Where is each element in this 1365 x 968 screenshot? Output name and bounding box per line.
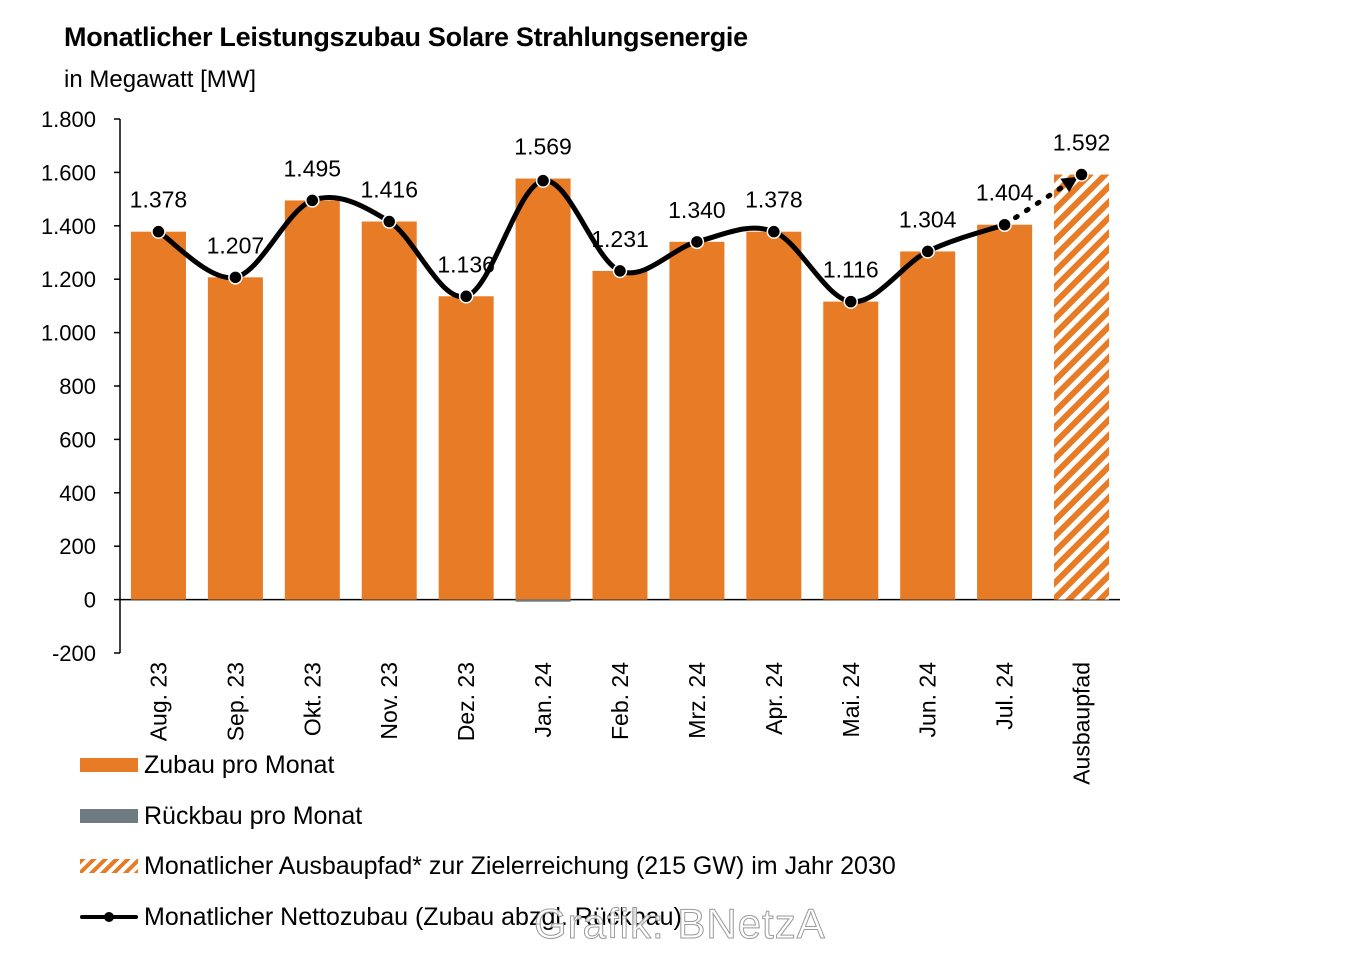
x-tick-label: Dez. 23 <box>453 662 479 741</box>
y-tick-label: 1.600 <box>41 160 96 185</box>
legend-swatch-ausbaupfad <box>80 859 138 873</box>
line-point <box>228 270 243 285</box>
data-label: 1.136 <box>437 251 495 277</box>
data-label: 1.569 <box>514 134 572 160</box>
bar-ausbaupfad <box>1054 174 1110 600</box>
x-tick-label: Okt. 23 <box>299 662 325 736</box>
data-label: 1.207 <box>207 232 265 258</box>
bar-zubau <box>284 200 340 600</box>
y-tick-label: 1.000 <box>41 321 96 346</box>
line-point <box>151 224 166 239</box>
data-label: 1.592 <box>1053 130 1111 156</box>
line-point <box>843 294 859 309</box>
bar-zubau <box>130 231 186 600</box>
bar-zubau <box>900 251 956 600</box>
bar-zubau <box>361 221 417 600</box>
legend-swatch-rueckbau <box>80 809 138 823</box>
line-point <box>689 234 705 250</box>
x-tick-label: Jan. 24 <box>530 662 556 738</box>
y-tick-label: -200 <box>52 641 96 666</box>
x-tick-label: Aug. 23 <box>145 662 171 741</box>
data-label: 1.116 <box>823 257 879 283</box>
y-tick-label: 1.200 <box>41 267 96 292</box>
bar-zubau <box>669 241 725 600</box>
data-label: 1.416 <box>360 177 418 203</box>
legend-swatch-zubau <box>80 758 138 772</box>
line-point <box>766 224 782 239</box>
bar-zubau <box>438 296 494 600</box>
line-point <box>1074 167 1089 182</box>
x-tick-label: Ausbaupfad <box>1069 662 1095 785</box>
y-tick-label: 200 <box>59 534 96 559</box>
x-tick-label: Mrz. 24 <box>684 662 710 739</box>
bar-zubau <box>746 231 802 600</box>
y-tick-label: 0 <box>84 588 96 613</box>
legend-swatch-netto <box>80 910 138 924</box>
line-point <box>997 217 1012 232</box>
legend-label-rueckbau: Rückbau pro Monat <box>144 801 363 830</box>
bar-zubau <box>207 277 263 600</box>
bar-zubau <box>515 178 571 600</box>
legend-label-zubau: Zubau pro Monat <box>144 750 335 779</box>
line-point <box>612 263 628 279</box>
legend-item-zubau: Zubau pro Monat <box>80 750 334 780</box>
x-tick-label: Nov. 23 <box>376 662 402 740</box>
data-label: 1.304 <box>899 206 957 232</box>
chart-subtitle: in Megawatt [MW] <box>64 66 257 93</box>
legend-label-ausbaupfad: Monatlicher Ausbaupfad* zur Zielerreichu… <box>144 851 896 880</box>
data-label: 1.378 <box>745 187 803 213</box>
x-tick-label: Apr. 24 <box>761 662 787 735</box>
bar-zubau <box>823 301 879 600</box>
y-tick-label: 800 <box>59 374 96 399</box>
line-point <box>305 193 320 208</box>
line-point <box>458 289 474 304</box>
x-tick-label: Feb. 24 <box>607 662 633 740</box>
x-tick-label: Jul. 24 <box>992 662 1018 730</box>
x-tick-label: Jun. 24 <box>915 662 941 738</box>
legend-item-ausbaupfad: Monatlicher Ausbaupfad* zur Zielerreichu… <box>80 851 896 881</box>
credit-watermark: Grafik: BNetzA <box>534 900 826 948</box>
line-point <box>920 244 935 259</box>
y-tick-label: 1.800 <box>41 107 96 132</box>
bar-zubau <box>592 270 648 600</box>
data-label: 1.378 <box>130 187 188 213</box>
y-tick-label: 400 <box>59 481 96 506</box>
chart-title: Monatlicher Leistungszubau Solare Strahl… <box>64 22 748 52</box>
bar-rueckbau <box>515 599 571 602</box>
line-point <box>535 173 551 188</box>
x-tick-label: Sep. 23 <box>222 662 248 741</box>
data-label: 1.404 <box>976 180 1034 206</box>
legend-item-rueckbau: Rückbau pro Monat <box>80 801 362 831</box>
bar-zubau <box>977 224 1033 600</box>
x-tick-label: Mai. 24 <box>838 662 864 738</box>
legend-label-netto: Monatlicher Nettozubau (Zubau abzgl. Rüc… <box>144 902 682 931</box>
projection-arrowhead <box>1060 176 1079 193</box>
y-tick-label: 1.400 <box>41 214 96 239</box>
data-label: 1.495 <box>284 155 342 181</box>
y-tick-label: 600 <box>59 427 96 452</box>
data-label: 1.340 <box>668 197 726 223</box>
legend-item-netto: Monatlicher Nettozubau (Zubau abzgl. Rüc… <box>80 902 682 932</box>
line-point <box>381 214 397 229</box>
data-label: 1.231 <box>591 226 649 252</box>
